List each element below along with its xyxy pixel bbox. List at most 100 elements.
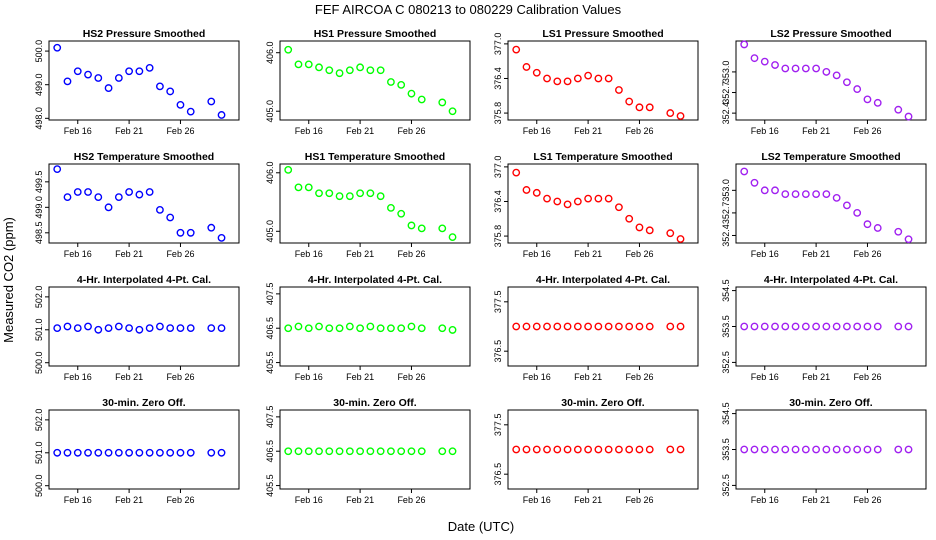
- data-point: [407, 447, 416, 456]
- data-point: [294, 60, 303, 69]
- data-point: [553, 445, 562, 454]
- data-point: [563, 200, 572, 209]
- plot-frame: [279, 40, 471, 121]
- data-point: [791, 190, 800, 198]
- data-point: [604, 322, 613, 331]
- data-point: [594, 74, 603, 83]
- panel-title: LS1 Pressure Smoothed: [542, 28, 663, 40]
- data-point: [94, 448, 103, 457]
- data-point: [625, 214, 634, 223]
- data-point: [563, 445, 572, 454]
- data-point: [356, 447, 365, 456]
- plot-frame: [735, 40, 927, 121]
- data-point: [615, 86, 623, 94]
- data-point: [863, 322, 872, 331]
- data-point: [740, 167, 749, 176]
- data-point: [801, 190, 810, 198]
- panel-title: 4-Hr. Interpolated 4-Pt. Cal.: [764, 274, 898, 286]
- data-point: [63, 77, 72, 86]
- panel-title: 30-min. Zero Off.: [102, 397, 186, 409]
- data-point: [843, 445, 851, 454]
- data-point: [801, 322, 810, 331]
- data-point: [904, 322, 913, 331]
- panel-title: LS2 Temperature Smoothed: [761, 151, 900, 163]
- data-point: [645, 226, 654, 235]
- x-tick-label: Feb 26: [853, 249, 881, 259]
- data-point: [407, 221, 416, 230]
- y-tick-label: 499.0: [34, 196, 44, 219]
- data-point: [573, 322, 582, 331]
- data-point: [73, 188, 82, 196]
- data-point: [543, 322, 551, 331]
- data-point: [771, 186, 779, 195]
- data-point: [750, 445, 759, 454]
- plot-frame: [279, 163, 471, 244]
- data-point: [217, 324, 226, 333]
- data-point: [522, 186, 531, 194]
- y-tick-label: 406.0: [265, 162, 275, 185]
- data-point: [553, 322, 562, 331]
- data-point: [904, 445, 913, 454]
- data-point: [512, 322, 521, 331]
- data-point: [781, 64, 790, 73]
- data-point: [512, 45, 521, 54]
- data-point: [207, 97, 216, 106]
- data-point: [345, 447, 354, 456]
- plot-frame: [48, 40, 240, 121]
- x-tick-label: Feb 16: [64, 126, 92, 136]
- data-point: [104, 84, 113, 92]
- data-point: [625, 97, 634, 106]
- y-tick-label: 375.8: [493, 102, 503, 125]
- x-tick-label: Feb 21: [115, 372, 143, 382]
- data-point: [125, 324, 134, 333]
- data-point: [604, 194, 613, 203]
- chart-panel: HS1 Pressure Smoothed 405.0 406.0 Feb 16 Feb…: [265, 28, 471, 136]
- data-point: [166, 324, 175, 333]
- y-tick-label: 500.0: [34, 40, 44, 63]
- data-point: [438, 447, 447, 456]
- data-point: [325, 189, 334, 198]
- data-point: [114, 322, 123, 331]
- plot-frame: [48, 409, 240, 490]
- data-point: [145, 188, 154, 196]
- data-point: [801, 445, 810, 454]
- x-tick-label: Feb 16: [523, 126, 551, 136]
- data-point: [63, 193, 72, 202]
- y-tick-label: 352.4: [721, 224, 731, 247]
- data-point: [873, 322, 882, 331]
- data-point: [294, 322, 303, 331]
- data-point: [145, 448, 154, 457]
- data-point: [397, 209, 406, 218]
- data-point: [760, 57, 769, 66]
- x-tick-label: Feb 21: [802, 126, 830, 136]
- data-point: [625, 445, 634, 454]
- plot-frame: [735, 163, 927, 244]
- data-point: [397, 447, 406, 456]
- data-point: [512, 445, 521, 454]
- y-tick-label: 352.7: [721, 81, 731, 104]
- y-tick-label: 353.0: [721, 61, 731, 84]
- x-tick-label: Feb 16: [523, 495, 551, 505]
- y-tick-label: 376.5: [493, 463, 503, 486]
- data-point: [635, 223, 644, 232]
- x-tick-label: Feb 21: [115, 495, 143, 505]
- panel-title: LS1 Temperature Smoothed: [533, 151, 672, 163]
- data-point: [801, 64, 810, 73]
- data-point: [666, 322, 675, 331]
- data-point: [448, 326, 457, 334]
- data-point: [863, 445, 872, 454]
- x-tick-label: Feb 21: [802, 249, 830, 259]
- x-tick-label: Feb 16: [64, 372, 92, 382]
- data-point: [584, 445, 593, 454]
- data-point: [438, 224, 447, 233]
- data-point: [666, 229, 675, 238]
- panel-title: 4-Hr. Interpolated 4-Pt. Cal.: [536, 274, 670, 286]
- data-point: [176, 228, 185, 237]
- x-tick-label: Feb 21: [346, 249, 374, 259]
- data-point: [207, 448, 216, 457]
- data-point: [125, 188, 134, 196]
- data-point: [94, 74, 103, 82]
- y-tick-label: 354.5: [721, 279, 731, 302]
- x-tick-label: Feb 16: [64, 249, 92, 259]
